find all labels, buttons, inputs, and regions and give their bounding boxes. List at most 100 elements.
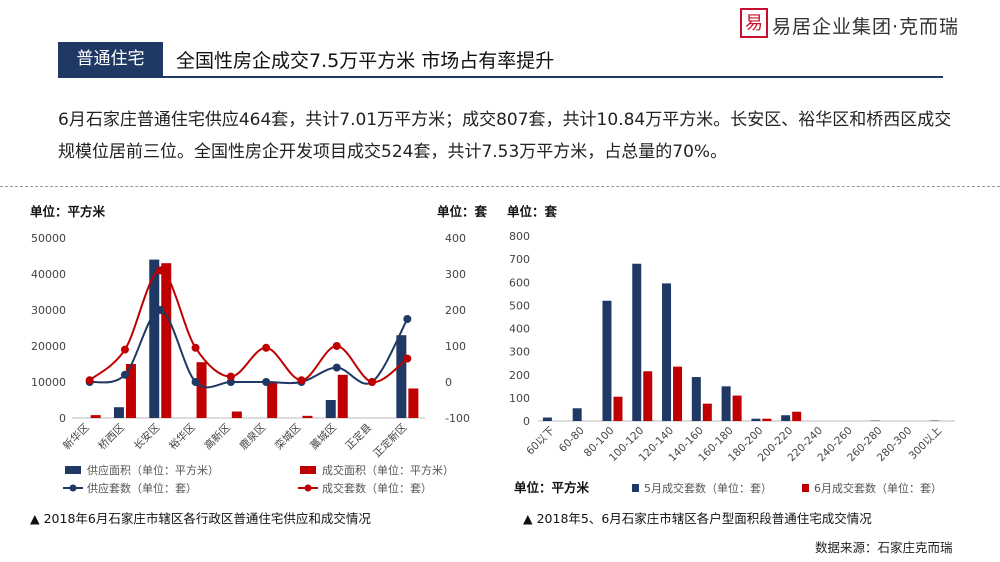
chart1-point-deal: [191, 343, 200, 352]
chart1-point-deal: [262, 343, 271, 352]
page-title: 全国性房企成交7.5万平方米 市场占有率提升: [176, 50, 555, 72]
chart1-category-label: 正定新区: [371, 421, 410, 460]
chart1-left-unit: 单位：平方米: [30, 204, 106, 219]
chart1-bar-deal: [125, 364, 136, 418]
chart2-y-tick: 800: [509, 230, 530, 243]
chart1-bar-supply: [149, 259, 160, 418]
chart1-point-deal: [332, 342, 341, 350]
chart2-bar-may: [751, 418, 761, 421]
chart1-category-label: 长安区: [131, 421, 162, 452]
chart2-y-tick: 400: [509, 323, 530, 336]
chart1-bar-deal: [408, 388, 419, 418]
chart2-bar-june: [613, 396, 623, 421]
chart2-bar-may: [632, 263, 642, 421]
chart2-bar-june: [762, 418, 772, 421]
chart1-left-tick: 40000: [31, 268, 66, 281]
chart2-legend-label: 5月成交套数（单位：套）: [644, 481, 772, 495]
chart1-right-tick: 100: [445, 340, 466, 353]
chart1-point-deal: [297, 376, 306, 385]
chart1-category-label: 新华区: [60, 421, 91, 452]
chart1-left-tick: 20000: [31, 340, 66, 353]
chart2-category-label: 60以下: [524, 425, 557, 458]
chart2-x-unit: 单位：平方米: [514, 480, 590, 495]
chart1-line-supply: [89, 309, 409, 389]
chart1-point-supply: [191, 378, 200, 386]
chart1-right-unit: 单位：套: [437, 204, 488, 219]
chart2-bar-may: [691, 377, 701, 421]
chart2-y-tick: 500: [509, 299, 530, 312]
chart2-bar-june: [673, 366, 683, 421]
chart1-point-deal: [403, 354, 412, 363]
chart2-legend-swatch: [632, 484, 639, 492]
district-supply-deal-chart: 单位：平方米 单位：套 0 10000 20000 30000 40000 50000 -100…: [30, 204, 488, 495]
section-tag: 普通住宅: [58, 42, 163, 76]
chart1-point-supply: [403, 315, 412, 323]
chart2-bar-june: [702, 403, 712, 421]
chart2-bar-may: [662, 283, 672, 421]
chart1-point-supply: [262, 378, 271, 386]
chart1-bar-deal: [302, 415, 313, 418]
chart2-bar-june: [643, 371, 653, 421]
intro-paragraph: 6月石家庄普通住宅供应464套，共计7.01万平方米；成交807套，共计10.8…: [58, 110, 952, 162]
chart1-legend-swatch: [65, 466, 81, 474]
chart2-y-tick: 300: [509, 346, 530, 359]
chart1-caption: ▲ 2018年6月石家庄市辖区各行政区普通住宅供应和成交情况: [30, 511, 371, 526]
chart1-legend-marker: [69, 484, 77, 492]
chart2-y-unit: 单位：套: [507, 204, 558, 219]
chart1-category-label: 高新区: [202, 421, 233, 452]
data-source: 数据来源：石家庄克而瑞: [815, 540, 953, 555]
chart2-bar-may: [721, 386, 731, 421]
chart1-legend-label: 成交面积（单位：平方米）: [322, 463, 454, 477]
chart1-category-label: 桥西区: [96, 422, 127, 453]
brand-logo-icon: 易: [740, 8, 768, 38]
section-divider: [0, 186, 1000, 187]
chart2-bar-may: [572, 408, 582, 421]
chart1-category-label: 鹿泉区: [237, 421, 268, 452]
chart1-legend-label: 供应面积（单位：平方米）: [87, 463, 219, 477]
chart1-line-deal: [88, 269, 408, 384]
chart2-bar-may: [542, 417, 552, 421]
chart1-legend-marker: [304, 484, 312, 492]
title-rule: [58, 76, 943, 78]
chart1-bar-supply: [396, 335, 407, 418]
chart1-point-supply: [332, 363, 341, 372]
chart2-legend-label: 6月成交套数（单位：套）: [814, 481, 942, 495]
chart2-y-tick: 100: [509, 392, 530, 405]
chart1-point-deal: [85, 376, 94, 385]
chart1-bar-deal: [337, 374, 348, 418]
chart2-y-tick: 600: [509, 276, 530, 289]
chart1-left-tick: 0: [59, 412, 66, 425]
chart2-bar-may: [602, 300, 612, 421]
chart2-caption: ▲ 2018年5、6月石家庄市辖区各户型面积段普通住宅成交情况: [523, 511, 872, 526]
chart1-left-tick: 30000: [31, 304, 66, 317]
chart1-legend-swatch: [300, 466, 316, 474]
chart1-bar-deal: [196, 362, 207, 418]
chart1-legend-label: 成交套数（单位：套）: [322, 481, 432, 495]
brand-name: 易居企业集团·克而瑞: [772, 16, 960, 38]
chart2-y-tick: 200: [509, 369, 530, 382]
chart1-category-label: 藁城区: [307, 421, 338, 452]
chart1-left-tick: 10000: [31, 376, 66, 389]
chart1-point-deal: [368, 378, 377, 386]
chart1-category-label: 裕华区: [166, 421, 197, 452]
chart1-right-tick: 0: [445, 376, 452, 389]
chart1-point-deal: [156, 266, 165, 275]
chart1-point-supply: [156, 306, 165, 314]
chart1-point-deal: [226, 372, 235, 381]
chart1-bar-deal: [161, 263, 172, 418]
chart1-bar-supply: [325, 400, 336, 418]
chart1-legend-label: 供应套数（单位：套）: [87, 481, 197, 495]
chart2-bar-june: [792, 411, 802, 421]
chart1-bar-deal: [267, 382, 278, 418]
chart2-legend-swatch: [802, 484, 809, 492]
chart1-point-deal: [120, 345, 129, 354]
chart1-point-supply: [120, 370, 129, 379]
chart2-y-tick: 0: [523, 415, 530, 428]
chart1-category-label: 正定县: [343, 421, 374, 452]
chart1-category-label: 栾城区: [272, 421, 303, 452]
chart1-right-tick: 400: [445, 232, 466, 245]
chart1-bar-supply: [113, 407, 124, 418]
chart2-y-tick: 700: [509, 253, 530, 266]
chart2-bar-may: [781, 415, 791, 421]
